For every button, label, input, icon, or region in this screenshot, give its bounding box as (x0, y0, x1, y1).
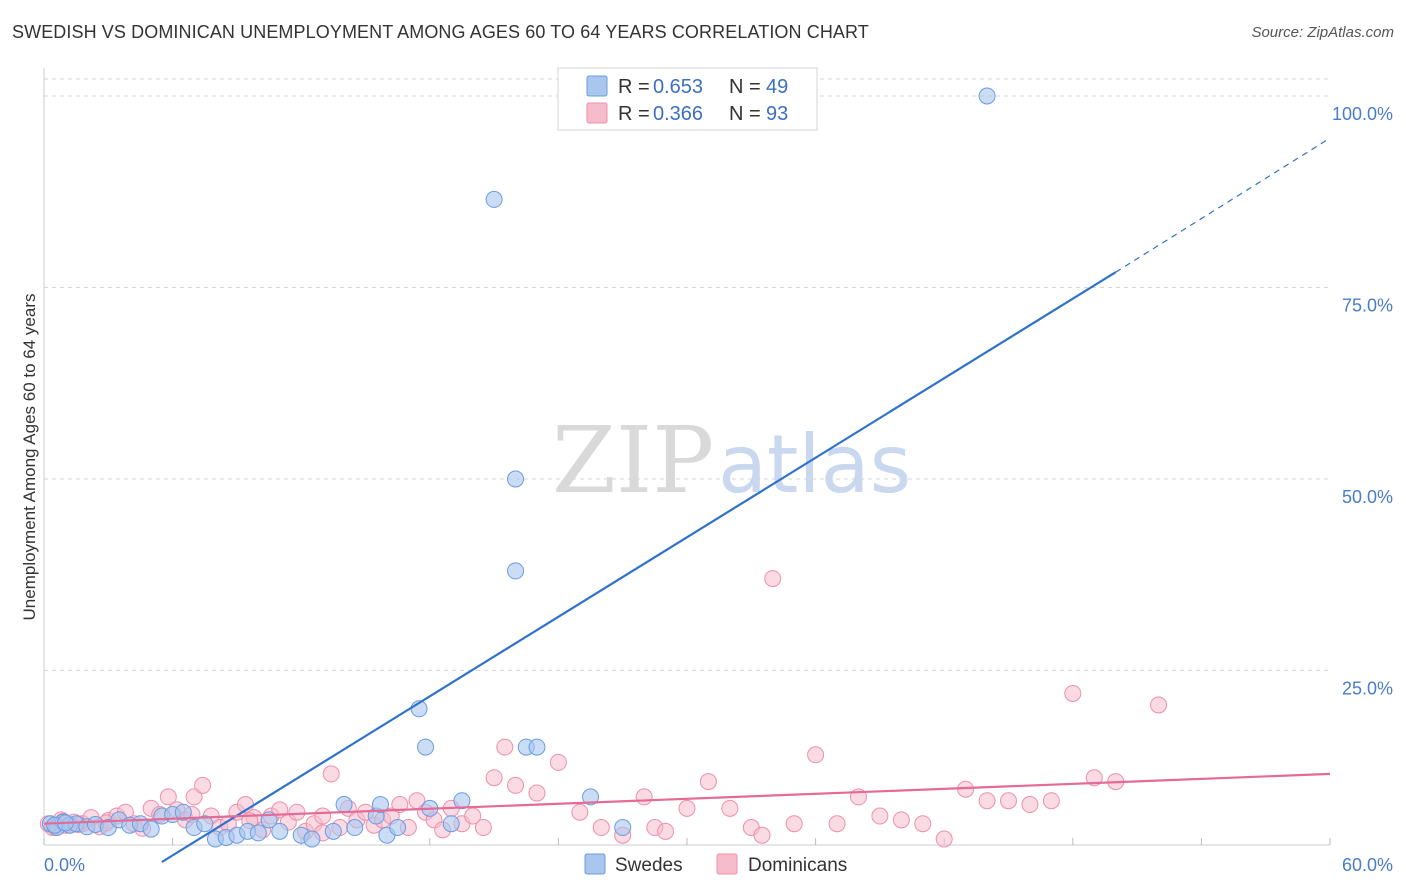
dominicans-point-60 (635, 788, 653, 806)
swedes-point-16 (196, 815, 214, 833)
swedes-point-21 (249, 824, 267, 842)
swedes-point-41 (417, 738, 435, 756)
swedes-point-28 (346, 819, 364, 837)
dominicans-point-82 (1064, 684, 1082, 702)
source-credit: Source: ZipAtlas.com (1251, 24, 1394, 41)
swedes-points (41, 87, 996, 848)
swedes-point-30 (372, 796, 390, 814)
dominicans-point-69 (785, 815, 803, 833)
swedes-point-34 (442, 815, 460, 833)
dominicans-point-18 (185, 788, 203, 806)
x-tick-label-1: 60.0% (1342, 855, 1393, 875)
legend-swedes-n-value: 49 (766, 76, 788, 98)
swedes-trend-extension (1115, 137, 1331, 273)
dominicans-point-67 (753, 826, 771, 844)
swedes-point-32 (389, 819, 407, 837)
dominicans-point-83 (1085, 769, 1103, 787)
dominicans-point-85 (1150, 696, 1168, 714)
dominicans-point-55 (528, 784, 546, 802)
watermark-zip: ZIP (552, 407, 714, 514)
legend-dominicans-r-label: R = (618, 103, 650, 125)
legend: R = 0.653 N = 49 R = 0.366 N = 93 (557, 67, 818, 131)
swedes-point-37 (507, 562, 525, 580)
y-tick-label-1: 50.0% (1342, 487, 1393, 507)
dominicans-point-78 (978, 792, 996, 810)
watermark: ZIP atlas (552, 407, 911, 514)
watermark-atlas: atlas (718, 418, 911, 511)
dominicans-point-70 (807, 746, 825, 764)
dominicans-point-71 (828, 815, 846, 833)
dominicans-point-58 (592, 819, 610, 837)
x-tick-label-0: 0.0% (44, 855, 85, 875)
dominicans-point-79 (1000, 792, 1017, 810)
dominicans-point-75 (914, 815, 932, 833)
legend-dominicans-r-value: 0.366 (653, 103, 703, 125)
dominicans-point-73 (871, 807, 889, 825)
swedes-point-11 (142, 820, 160, 838)
dominicans-point-53 (496, 738, 514, 756)
swedes-point-43 (582, 788, 600, 806)
series-label-swedes: Swedes (615, 855, 683, 876)
dominicans-point-65 (721, 799, 739, 817)
dominicans-point-62 (657, 822, 675, 840)
swedes-point-36 (485, 190, 503, 208)
legend-swedes-n-label: N = (729, 76, 761, 98)
y-tick-label-3: 100.0% (1332, 104, 1393, 124)
swedes-point-14 (174, 803, 192, 821)
dominicans-point-19 (194, 776, 212, 794)
series-swatch-dominicans (716, 853, 738, 875)
legend-swatch-dominicans (586, 102, 608, 124)
legend-swedes-r-value: 0.653 (653, 76, 703, 98)
dominicans-point-81 (1042, 792, 1060, 810)
swedes-point-44 (614, 819, 632, 837)
swedes-point-35 (453, 792, 471, 810)
swedes-point-46 (978, 87, 996, 105)
dominicans-trend-line (43, 772, 1331, 825)
y-axis-ticks: 25.0% 50.0% 75.0% 100.0% (1332, 104, 1393, 699)
dominicans-point-33 (314, 807, 332, 825)
swedes-point-27 (335, 796, 353, 814)
trend-lines (43, 137, 1331, 863)
swedes-point-42 (507, 470, 525, 488)
x-axis-ticks: 0.0% 60.0% (44, 855, 1393, 875)
dominicans-point-54 (507, 776, 525, 794)
series-swatch-swedes (584, 853, 606, 875)
dominicans-point-80 (1021, 796, 1039, 814)
dominicans-point-57 (571, 803, 589, 821)
y-tick-label-0: 25.0% (1342, 679, 1393, 699)
dominicans-point-68 (764, 570, 782, 588)
dominicans-point-76 (935, 830, 953, 848)
swedes-point-25 (303, 830, 321, 848)
swedes-point-39 (528, 738, 546, 756)
dominicans-point-52 (485, 769, 503, 787)
dominicans-point-30 (288, 803, 306, 821)
dominicans-point-56 (549, 753, 567, 771)
dominicans-point-34 (322, 765, 340, 783)
legend-swedes-r-label: R = (618, 76, 650, 98)
series-legend: Swedes Dominicans (584, 853, 847, 876)
swedes-trend-line (161, 271, 1117, 863)
y-tick-label-2: 75.0% (1342, 296, 1393, 316)
legend-swatch-swedes (586, 75, 608, 97)
dominicans-point-51 (474, 819, 492, 837)
dominicans-point-15 (159, 788, 177, 806)
y-axis-label: Unemployment Among Ages 60 to 64 years (20, 294, 39, 621)
dominicans-point-64 (699, 773, 717, 791)
chart-title: SWEDISH VS DOMINICAN UNEMPLOYMENT AMONG … (12, 22, 869, 42)
legend-dominicans-n-value: 93 (766, 103, 788, 125)
dominicans-points (39, 570, 1168, 848)
swedes-point-23 (271, 822, 289, 840)
legend-dominicans-n-label: N = (729, 103, 761, 125)
dominicans-point-42 (391, 796, 409, 814)
dominicans-point-63 (678, 799, 696, 817)
series-label-dominicans: Dominicans (748, 855, 847, 876)
dominicans-point-74 (892, 811, 910, 829)
swedes-point-26 (324, 822, 342, 840)
